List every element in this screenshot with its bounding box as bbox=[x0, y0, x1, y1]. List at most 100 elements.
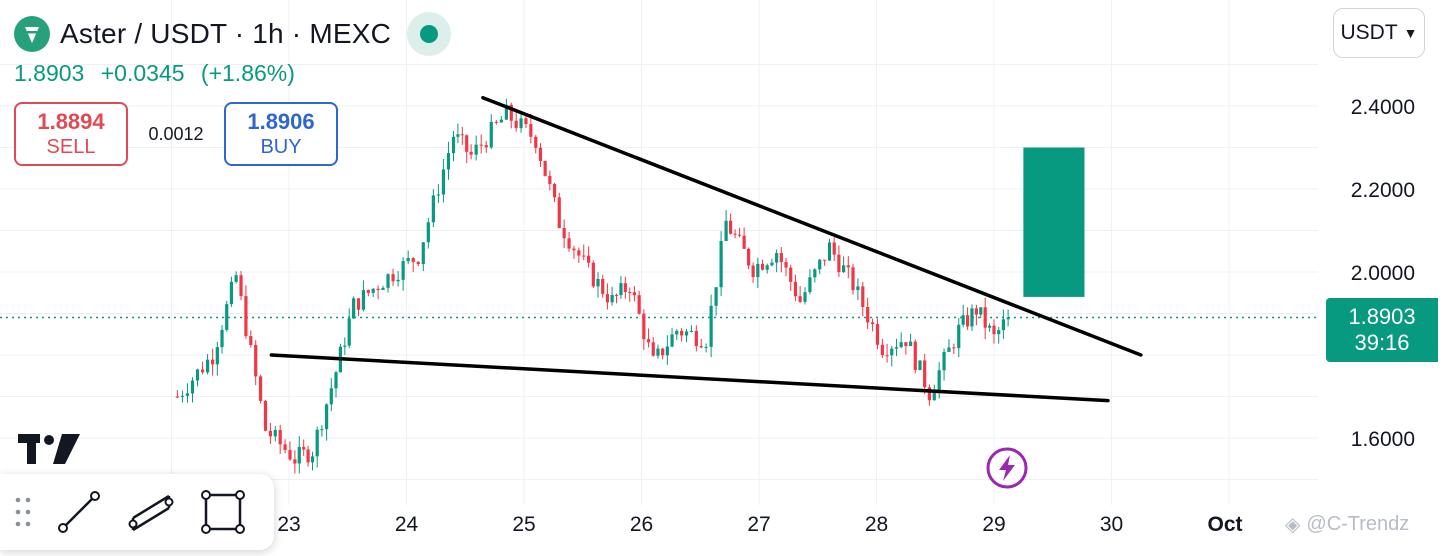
candle-body bbox=[675, 330, 679, 335]
candle-body bbox=[1006, 317, 1010, 320]
candle-body bbox=[391, 274, 395, 282]
candle-body bbox=[406, 258, 410, 262]
candle-body bbox=[837, 254, 841, 273]
drawing-toolbar bbox=[0, 474, 274, 550]
candle-body bbox=[190, 380, 195, 394]
candle-body bbox=[325, 404, 329, 430]
candle-body bbox=[315, 429, 319, 457]
candle-body bbox=[738, 234, 742, 236]
candle-body bbox=[670, 334, 674, 347]
candle-body bbox=[894, 347, 899, 349]
candle-body bbox=[793, 281, 798, 297]
candle-body bbox=[543, 160, 547, 176]
candle-body bbox=[665, 346, 669, 356]
candle-body bbox=[689, 330, 694, 332]
candle-body bbox=[798, 296, 802, 302]
target-box-layer bbox=[1023, 147, 1085, 297]
candle-body bbox=[605, 294, 610, 303]
candle-body bbox=[784, 262, 788, 268]
candle-body bbox=[651, 342, 655, 356]
market-status-indicator[interactable] bbox=[407, 12, 452, 56]
diamond-logo-icon: ◈ bbox=[1285, 514, 1301, 536]
candle-body bbox=[320, 429, 324, 431]
candle-body bbox=[310, 456, 315, 463]
rectangle-icon[interactable] bbox=[198, 487, 248, 537]
price-change-percent: (+1.86%) bbox=[200, 60, 295, 86]
candle-body bbox=[352, 298, 356, 319]
candle-body bbox=[947, 347, 951, 352]
candle-body bbox=[215, 347, 219, 365]
symbol-header: Aster / USDT · 1h · MEXC bbox=[14, 12, 452, 56]
tradingview-logo-icon bbox=[18, 432, 82, 471]
lightning-event-icon[interactable] bbox=[985, 446, 1029, 490]
price-summary: 1.8903 +0.0345 (+1.86%) bbox=[14, 60, 305, 87]
candle-body bbox=[846, 265, 850, 268]
candle-body bbox=[861, 286, 865, 307]
candle-body bbox=[899, 342, 903, 348]
symbol-title[interactable]: Aster / USDT · 1h · MEXC bbox=[60, 18, 392, 49]
candle-body bbox=[965, 315, 970, 327]
candle-body bbox=[724, 220, 728, 241]
trend-line-icon[interactable] bbox=[54, 487, 104, 537]
candle-body bbox=[211, 359, 215, 365]
sell-button[interactable]: 1.8894 SELL bbox=[14, 102, 128, 166]
x-tick-label: 27 bbox=[747, 513, 770, 536]
candle-body bbox=[623, 283, 627, 293]
candle-body bbox=[552, 183, 557, 198]
candle-body bbox=[789, 267, 793, 282]
candle-body bbox=[297, 446, 301, 464]
candle-body bbox=[937, 370, 941, 391]
candle-body bbox=[509, 104, 513, 121]
candle-body bbox=[396, 279, 400, 282]
candle-body bbox=[499, 119, 503, 123]
candle-body bbox=[885, 355, 889, 357]
candle-body bbox=[827, 242, 832, 261]
grip-icon[interactable] bbox=[12, 494, 34, 530]
candle-body bbox=[239, 275, 243, 297]
candle-body bbox=[913, 341, 917, 370]
candle-body bbox=[474, 144, 478, 155]
candle-body bbox=[756, 263, 760, 278]
candle-body bbox=[961, 315, 965, 325]
candlestick-series bbox=[175, 98, 1010, 474]
candle-body bbox=[851, 267, 855, 291]
spread-value: 0.0012 bbox=[148, 123, 204, 144]
candle-body bbox=[329, 388, 333, 405]
last-price: 1.8903 bbox=[14, 60, 85, 86]
candle-body bbox=[234, 275, 238, 282]
candle-body bbox=[979, 307, 983, 315]
candle-body bbox=[983, 307, 987, 328]
candle-body bbox=[268, 430, 272, 437]
candle-body bbox=[514, 120, 518, 129]
candle-body bbox=[548, 175, 552, 184]
currency-select[interactable]: USDT ▼ bbox=[1333, 8, 1425, 58]
candle-body bbox=[842, 265, 846, 273]
candle-body bbox=[421, 242, 425, 265]
candle-body bbox=[952, 347, 956, 349]
candle-body bbox=[751, 265, 755, 278]
candle-body bbox=[694, 330, 698, 347]
candle-body bbox=[656, 348, 660, 356]
candle-body bbox=[494, 121, 498, 123]
candle-body bbox=[904, 342, 908, 347]
price-change: +0.0345 bbox=[100, 60, 185, 86]
buy-price: 1.8906 bbox=[247, 109, 315, 134]
trendline-layer bbox=[269, 95, 1143, 403]
candle-body bbox=[779, 253, 783, 263]
candle-body bbox=[273, 429, 277, 437]
candle-body bbox=[632, 292, 637, 296]
trendline-upper-resistance bbox=[481, 95, 1143, 357]
candle-body bbox=[249, 336, 253, 345]
candle-body bbox=[293, 459, 297, 464]
x-tick-label: 23 bbox=[277, 513, 300, 536]
candle-body bbox=[469, 151, 473, 155]
x-tick-label: 30 bbox=[1100, 513, 1123, 536]
candle-body bbox=[229, 281, 234, 305]
candle-body bbox=[747, 248, 751, 266]
buy-button[interactable]: 1.8906 BUY bbox=[224, 102, 338, 166]
parallel-channel-icon[interactable] bbox=[126, 487, 176, 537]
candle-body bbox=[684, 331, 689, 336]
candle-body bbox=[460, 134, 464, 136]
candle-body bbox=[386, 274, 390, 288]
